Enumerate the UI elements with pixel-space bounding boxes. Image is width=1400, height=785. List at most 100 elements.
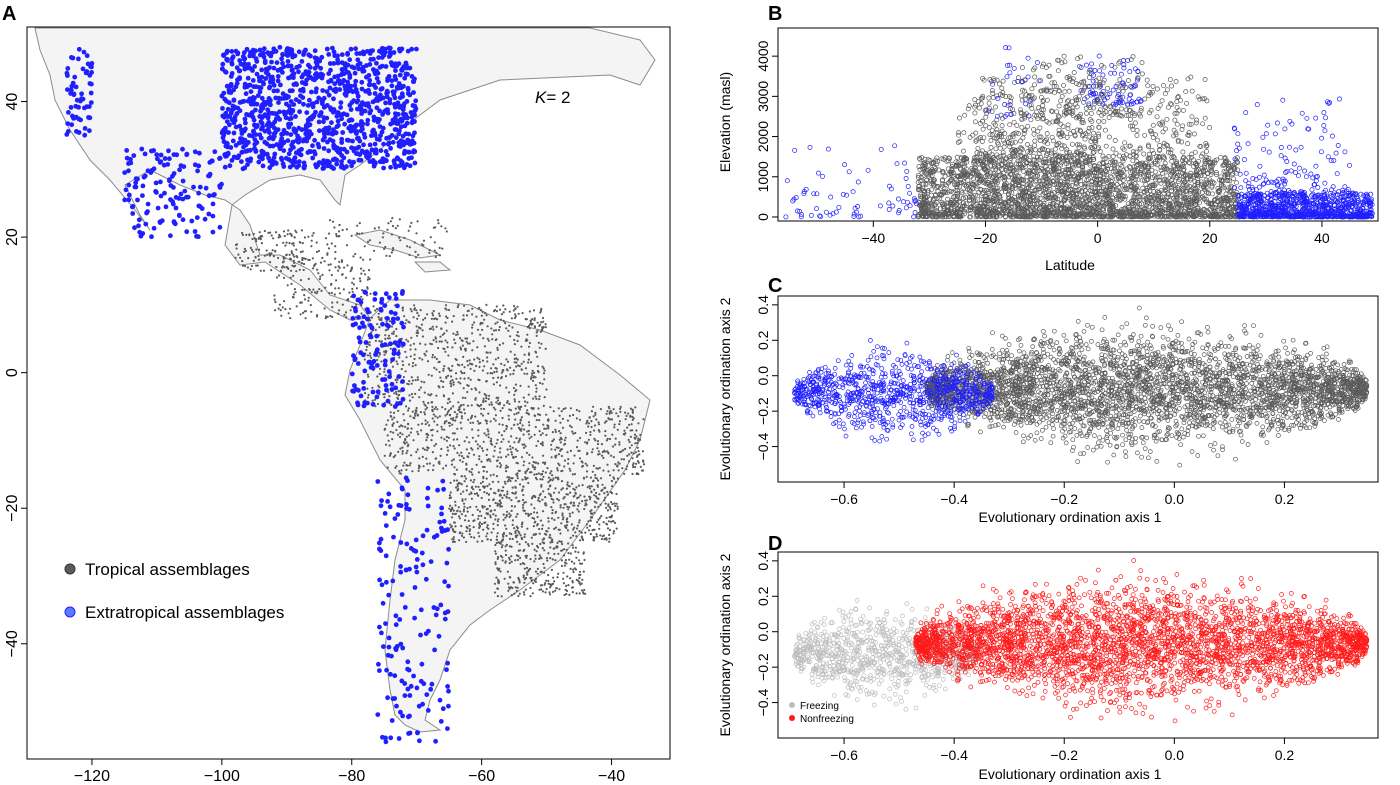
map-point-tropical bbox=[241, 260, 244, 263]
map-point-tropical bbox=[463, 475, 466, 478]
map-point-extratropical bbox=[411, 673, 416, 679]
map-point-tropical bbox=[551, 511, 554, 515]
map-point-tropical bbox=[550, 443, 553, 446]
map-point-tropical bbox=[501, 416, 504, 420]
map-point-tropical bbox=[292, 293, 295, 296]
map-point-extratropical bbox=[415, 730, 420, 735]
map-point-tropical bbox=[389, 411, 392, 414]
map-point-extratropical bbox=[270, 143, 276, 149]
map-point-tropical bbox=[500, 464, 503, 467]
map-point-tropical bbox=[495, 305, 498, 308]
map-point-tropical bbox=[432, 309, 435, 313]
map-point-tropical bbox=[452, 445, 455, 448]
map-point-tropical bbox=[577, 449, 580, 452]
map-point-tropical bbox=[549, 536, 552, 539]
map-point-tropical bbox=[401, 450, 404, 453]
map-point-tropical bbox=[398, 472, 401, 475]
map-point-tropical bbox=[541, 547, 544, 550]
map-point-tropical bbox=[490, 442, 493, 445]
map-point-tropical bbox=[534, 350, 537, 353]
map-point-tropical bbox=[392, 431, 395, 434]
map-point-tropical bbox=[396, 362, 399, 366]
map-point-tropical bbox=[578, 574, 582, 577]
map-point-tropical bbox=[503, 430, 506, 433]
map-point-extratropical bbox=[354, 51, 360, 56]
map-point-tropical bbox=[460, 415, 463, 418]
map-point-extratropical bbox=[394, 703, 399, 709]
map-point-tropical bbox=[495, 535, 498, 538]
map-point-tropical bbox=[426, 449, 429, 452]
map-point-tropical bbox=[456, 333, 459, 336]
map-point-tropical bbox=[566, 481, 569, 484]
map-point-extratropical bbox=[157, 219, 163, 225]
map-point-extratropical bbox=[432, 647, 437, 653]
map-point-tropical bbox=[556, 469, 559, 472]
map-point-tropical bbox=[391, 224, 395, 228]
map-point-extratropical bbox=[297, 99, 302, 105]
map-point-tropical bbox=[464, 477, 468, 480]
map-point-tropical bbox=[446, 316, 449, 320]
map-point-tropical bbox=[437, 346, 440, 350]
map-point-tropical bbox=[539, 478, 542, 481]
map-point-tropical bbox=[560, 488, 563, 491]
map-point-tropical bbox=[414, 392, 417, 395]
map-point-tropical bbox=[559, 432, 562, 435]
map-point-tropical bbox=[321, 273, 324, 276]
map-point-tropical bbox=[453, 432, 456, 435]
map-point-extratropical bbox=[325, 130, 331, 136]
map-point-tropical bbox=[634, 451, 638, 454]
map-point-extratropical bbox=[446, 688, 451, 694]
map-point-tropical bbox=[490, 401, 493, 404]
map-point-tropical bbox=[467, 309, 470, 312]
map-point-tropical bbox=[504, 308, 507, 311]
map-point-tropical bbox=[486, 485, 489, 488]
map-point-tropical bbox=[401, 433, 404, 436]
map-point-extratropical bbox=[389, 718, 395, 723]
map-point-tropical bbox=[529, 558, 532, 561]
map-point-tropical bbox=[452, 381, 455, 384]
map-point-tropical bbox=[566, 505, 569, 508]
map-point-tropical bbox=[505, 358, 508, 361]
map-point-tropical bbox=[535, 550, 538, 553]
map-point-tropical bbox=[517, 441, 520, 444]
map-point-extratropical bbox=[425, 708, 431, 713]
map-point-tropical bbox=[293, 255, 296, 258]
map-point-tropical bbox=[466, 527, 469, 530]
map-point-tropical bbox=[426, 360, 430, 363]
map-point-tropical bbox=[393, 392, 396, 395]
map-point-tropical bbox=[578, 457, 582, 460]
map-point-tropical bbox=[341, 273, 344, 276]
map-point-tropical bbox=[572, 462, 575, 465]
map-point-tropical bbox=[547, 574, 550, 577]
map-point-extratropical bbox=[275, 127, 281, 132]
map-point-tropical bbox=[641, 450, 645, 453]
map-point-tropical bbox=[437, 461, 440, 464]
map-point-tropical bbox=[559, 504, 562, 507]
map-point-tropical bbox=[542, 542, 546, 545]
map-point-tropical bbox=[403, 419, 406, 422]
map-point-tropical bbox=[592, 415, 595, 418]
map-point-tropical bbox=[493, 591, 497, 594]
map-point-tropical bbox=[405, 435, 408, 438]
map-point-tropical bbox=[401, 309, 404, 312]
map-point-tropical bbox=[522, 503, 525, 507]
map-point-tropical bbox=[414, 414, 417, 417]
map-point-tropical bbox=[527, 412, 530, 415]
map-point-tropical bbox=[510, 545, 513, 548]
map-point-extratropical bbox=[290, 108, 296, 114]
map-point-tropical bbox=[500, 313, 504, 316]
map-point-tropical bbox=[408, 464, 411, 467]
map-point-tropical bbox=[506, 492, 509, 496]
map-point-tropical bbox=[459, 421, 462, 424]
map-point-extratropical bbox=[79, 91, 84, 97]
panel-letter-c: C bbox=[768, 275, 782, 297]
map-point-extratropical bbox=[301, 72, 306, 77]
map-point-tropical bbox=[517, 576, 520, 580]
map-point-tropical bbox=[515, 525, 518, 528]
map-point-tropical bbox=[513, 393, 516, 396]
map-point-tropical bbox=[427, 401, 430, 405]
map-point-tropical bbox=[451, 364, 454, 368]
map-point-tropical bbox=[295, 248, 298, 251]
map-point-extratropical bbox=[237, 108, 243, 114]
map-point-extratropical bbox=[256, 159, 262, 165]
